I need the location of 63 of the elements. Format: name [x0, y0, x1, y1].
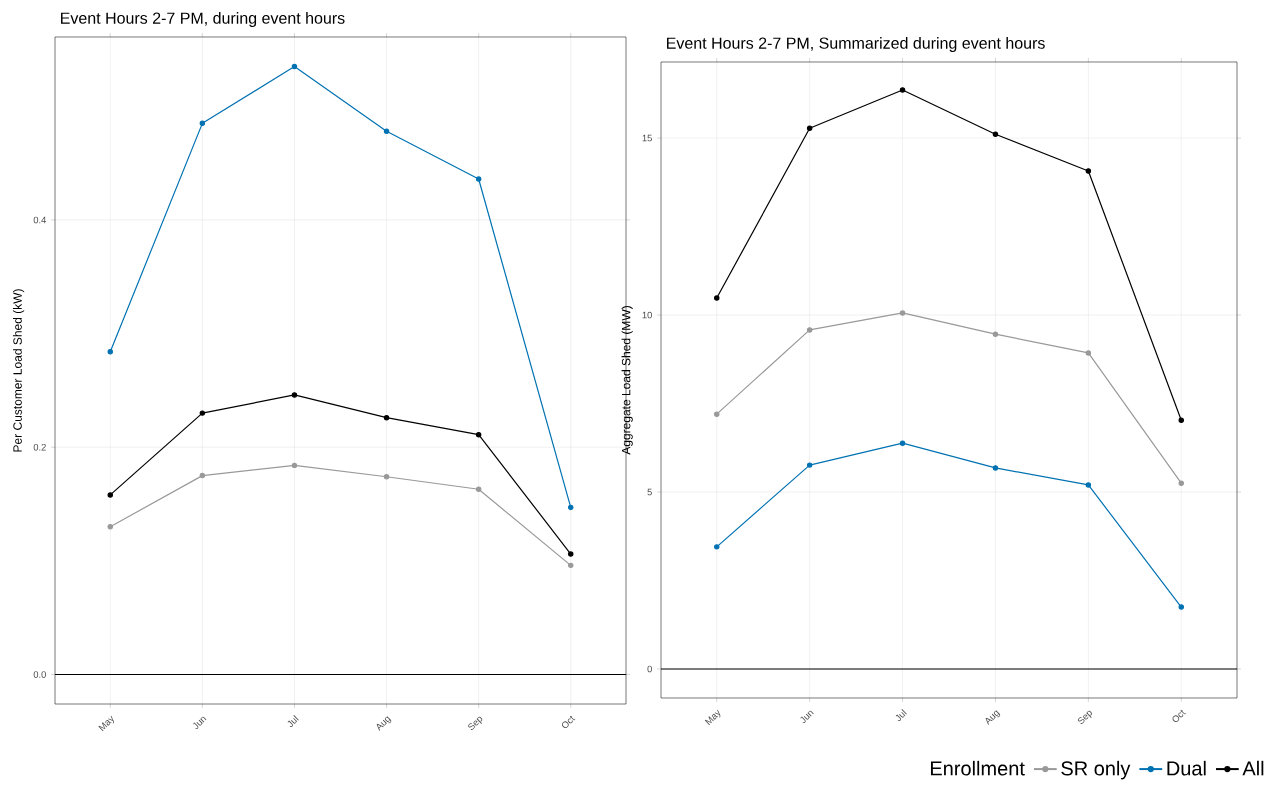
y-tick-label: 0.2 — [33, 443, 46, 451]
x-tick-label: Jul — [895, 709, 907, 722]
x-tick-label: Oct — [562, 715, 576, 729]
x-tick-label: Aug — [985, 710, 1001, 725]
point — [568, 562, 574, 569]
x-tick-label: May — [704, 709, 721, 726]
y-axis-title: Per Customer Load Shed (kW) — [12, 289, 25, 452]
y-tick-label: 5 — [647, 488, 652, 496]
x-tick-label: May — [98, 715, 114, 732]
y-tick-label: 0 — [647, 665, 652, 673]
point — [714, 411, 720, 417]
point — [899, 440, 906, 446]
y-tick-label: 0.0 — [33, 671, 46, 678]
y-axis-title: Aggregate Load Shed (MW) — [621, 306, 633, 455]
x-tick-label: Sep — [1077, 710, 1092, 724]
point — [199, 472, 206, 479]
point — [992, 465, 999, 471]
point — [899, 310, 906, 316]
point — [568, 504, 574, 511]
chart-title: Event Hours 2-7 PM, Summarized during event hours — [667, 37, 1045, 52]
point — [383, 414, 390, 421]
x-tick-label: Jun — [193, 716, 207, 730]
point — [1178, 417, 1184, 423]
point — [383, 474, 390, 480]
point — [475, 431, 482, 438]
x-tick-label: Sep — [468, 716, 483, 730]
legend-label: All — [1242, 760, 1264, 776]
point — [1085, 350, 1092, 356]
point — [107, 492, 113, 498]
point — [475, 176, 482, 182]
point — [107, 349, 113, 355]
x-tick-label: Oct — [1172, 709, 1186, 723]
point — [383, 128, 390, 135]
point — [475, 486, 482, 492]
point — [291, 63, 298, 70]
legend-label: SR only — [1061, 760, 1131, 780]
legend-title: Enrollment — [930, 760, 1025, 776]
y-tick-label: 0.4 — [33, 216, 47, 224]
point — [806, 125, 813, 131]
point — [1178, 480, 1184, 486]
point — [1085, 168, 1092, 174]
y-tick-label: 10 — [642, 311, 652, 319]
point — [1085, 482, 1092, 488]
point — [291, 392, 298, 398]
point — [714, 544, 720, 550]
point — [199, 120, 206, 127]
point — [1178, 604, 1184, 610]
point — [714, 295, 720, 301]
point — [806, 327, 813, 333]
point — [899, 87, 906, 93]
point — [992, 131, 999, 137]
point — [992, 331, 999, 337]
x-tick-label: Jul — [287, 715, 299, 728]
y-tick-label: 15 — [642, 134, 652, 142]
x-tick-label: Aug — [376, 716, 392, 731]
point — [568, 551, 574, 557]
point — [199, 410, 206, 416]
legend-label: Dual — [1167, 760, 1206, 776]
chart-title: Event Hours 2-7 PM, during event hours — [61, 12, 345, 27]
point — [806, 462, 813, 468]
x-tick-label: Jun — [800, 710, 814, 724]
point — [291, 462, 298, 469]
point — [107, 524, 113, 530]
